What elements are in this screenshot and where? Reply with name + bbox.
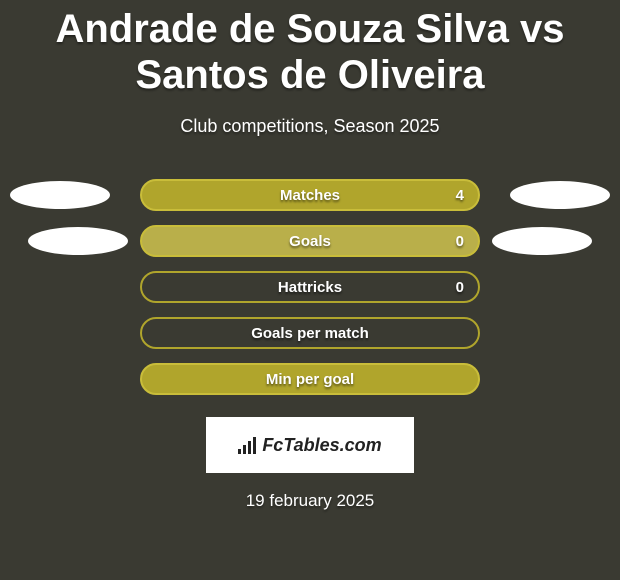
stat-label: Goals per match [251, 325, 369, 342]
stat-bar: Matches 4 [140, 179, 480, 211]
stat-label: Min per goal [266, 371, 354, 388]
stat-bar: Min per goal [140, 363, 480, 395]
subtitle: Club competitions, Season 2025 [0, 116, 620, 137]
stat-row: Matches 4 [0, 179, 620, 211]
infographic-container: Andrade de Souza Silva vs Santos de Oliv… [0, 0, 620, 511]
stat-row: Goals per match [0, 317, 620, 349]
stat-label: Matches [280, 187, 340, 204]
stat-row: Goals 0 [0, 225, 620, 257]
stat-bar: Goals per match [140, 317, 480, 349]
bars-icon [238, 436, 256, 454]
stat-label: Hattricks [278, 279, 342, 296]
left-ellipse [28, 227, 128, 255]
brand-text: FcTables.com [262, 435, 381, 456]
page-title: Andrade de Souza Silva vs Santos de Oliv… [0, 6, 620, 98]
right-ellipse [510, 181, 610, 209]
stat-value: 4 [456, 187, 464, 204]
stat-value: 0 [456, 279, 464, 296]
footer-date: 19 february 2025 [0, 491, 620, 511]
stat-bar: Hattricks 0 [140, 271, 480, 303]
stat-rows: Matches 4 Goals 0 Hattricks 0 Goals per match M… [0, 179, 620, 395]
right-ellipse [492, 227, 592, 255]
stat-bar: Goals 0 [140, 225, 480, 257]
stat-label: Goals [289, 233, 331, 250]
brand-badge: FcTables.com [206, 417, 414, 473]
stat-row: Hattricks 0 [0, 271, 620, 303]
left-ellipse [10, 181, 110, 209]
stat-row: Min per goal [0, 363, 620, 395]
stat-value: 0 [456, 233, 464, 250]
